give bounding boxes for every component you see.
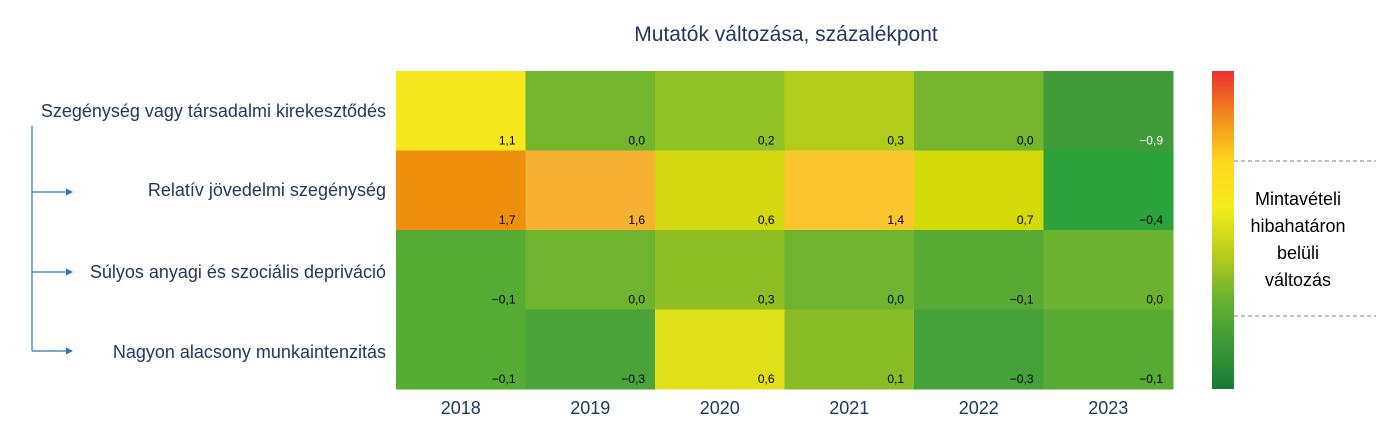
color-legend: Mintavételi hibahatáron belüli változás	[1212, 71, 1376, 389]
cell-value-r2-2022: 0,7	[1017, 213, 1034, 227]
cell-r2-2019	[525, 150, 656, 231]
row-label-3: Súlyos anyagi és szociális depriváció	[90, 262, 386, 282]
cell-value-r2-2019: 1,6	[628, 213, 645, 227]
cell-r1-2021	[784, 71, 915, 151]
cell-value-r3-2022: −0,1	[1010, 293, 1034, 307]
cell-r4-2019	[525, 309, 656, 390]
heatmap-cells	[396, 71, 1174, 390]
cell-value-r4-2018: −0,1	[492, 372, 516, 386]
cell-r2-2023	[1043, 150, 1174, 231]
legend-label-line-1: Mintavételi	[1255, 189, 1341, 209]
cell-r1-2023	[1043, 71, 1174, 151]
cell-value-r4-2019: −0,3	[621, 372, 645, 386]
cell-r4-2022	[914, 309, 1044, 390]
legend-gradient-bar	[1212, 71, 1234, 389]
connector-arrowhead-3	[66, 347, 73, 355]
cell-value-r1-2018: 1,1	[499, 134, 516, 148]
column-label-2021: 2021	[829, 398, 869, 418]
hierarchy-connector	[31, 126, 73, 355]
column-label-2018: 2018	[441, 398, 481, 418]
cell-value-r2-2021: 1,4	[887, 213, 904, 227]
row-label-4: Nagyon alacsony munkaintenzitás	[113, 342, 386, 362]
cell-r2-2021	[784, 150, 915, 231]
cell-value-r1-2020: 0,2	[758, 134, 775, 148]
cell-value-r4-2021: 0,1	[887, 372, 904, 386]
cell-value-r3-2021: 0,0	[887, 293, 904, 307]
row-label-1: Szegénység vagy társadalmi kirekesztődés	[41, 101, 386, 121]
chart-title: Mutatók változása, százalékpont	[634, 23, 938, 46]
row-labels: Szegénység vagy társadalmi kirekesztődés…	[41, 101, 386, 362]
column-labels: 2018 2019 2020 2021 2022 2023	[441, 398, 1129, 418]
cell-r1-2020	[655, 71, 785, 151]
cell-value-r1-2019: 0,0	[628, 134, 645, 148]
cell-value-r3-2019: 0,0	[628, 293, 645, 307]
legend-label-line-2: hibahatáron	[1250, 216, 1345, 236]
cell-value-r1-2021: 0,3	[887, 134, 904, 148]
cell-value-r2-2020: 0,6	[758, 213, 775, 227]
cell-r3-2018	[396, 230, 526, 310]
cell-r1-2019	[525, 71, 656, 151]
cell-r3-2023	[1043, 230, 1174, 310]
row-label-2: Relatív jövedelmi szegénység	[148, 180, 386, 200]
column-label-2022: 2022	[959, 398, 999, 418]
connector-arrowhead-2	[66, 268, 73, 276]
cell-r1-2018	[396, 71, 526, 151]
cell-values: 1,1 0,0 0,2 0,3 0,0 −0,9 1,7 1,6 0,6 1,4 0,7 −0,4 −0…	[492, 134, 1164, 387]
column-label-2020: 2020	[700, 398, 740, 418]
cell-r1-2022	[914, 71, 1044, 151]
legend-label: Mintavételi hibahatáron belüli változás	[1250, 189, 1345, 290]
cell-value-r3-2020: 0,3	[758, 293, 775, 307]
cell-value-r4-2023: −0,1	[1139, 372, 1163, 386]
legend-label-line-3: belüli	[1277, 243, 1319, 263]
cell-r2-2022	[914, 150, 1044, 231]
cell-value-r1-2023: −0,9	[1139, 134, 1163, 148]
cell-r3-2022	[914, 230, 1044, 310]
cell-r2-2020	[655, 150, 785, 231]
cell-r4-2023	[1043, 309, 1174, 390]
cell-value-r3-2023: 0,0	[1146, 293, 1163, 307]
cell-r4-2020	[655, 309, 785, 390]
cell-r4-2021	[784, 309, 915, 390]
cell-value-r4-2022: −0,3	[1010, 372, 1034, 386]
column-label-2019: 2019	[570, 398, 610, 418]
cell-r3-2019	[525, 230, 656, 310]
legend-label-line-4: változás	[1265, 270, 1331, 290]
connector-arrowhead-1	[66, 188, 73, 196]
cell-value-r2-2018: 1,7	[499, 213, 516, 227]
cell-value-r1-2022: 0,0	[1017, 134, 1034, 148]
cell-r4-2018	[396, 309, 526, 390]
cell-value-r4-2020: 0,6	[758, 372, 775, 386]
cell-value-r3-2018: −0,1	[492, 293, 516, 307]
cell-value-r2-2023: −0,4	[1139, 213, 1163, 227]
column-label-2023: 2023	[1088, 398, 1128, 418]
cell-r2-2018	[396, 150, 526, 231]
cell-r3-2021	[784, 230, 915, 310]
cell-r3-2020	[655, 230, 785, 310]
